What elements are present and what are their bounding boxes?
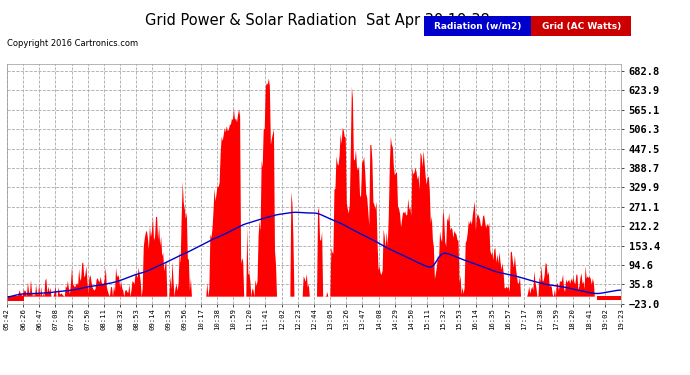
Text: Grid Power & Solar Radiation  Sat Apr 30 19:38: Grid Power & Solar Radiation Sat Apr 30 … (145, 13, 490, 28)
Text: Copyright 2016 Cartronics.com: Copyright 2016 Cartronics.com (7, 39, 138, 48)
Text: Grid (AC Watts): Grid (AC Watts) (542, 21, 621, 31)
Text: Radiation (w/m2): Radiation (w/m2) (434, 21, 522, 31)
